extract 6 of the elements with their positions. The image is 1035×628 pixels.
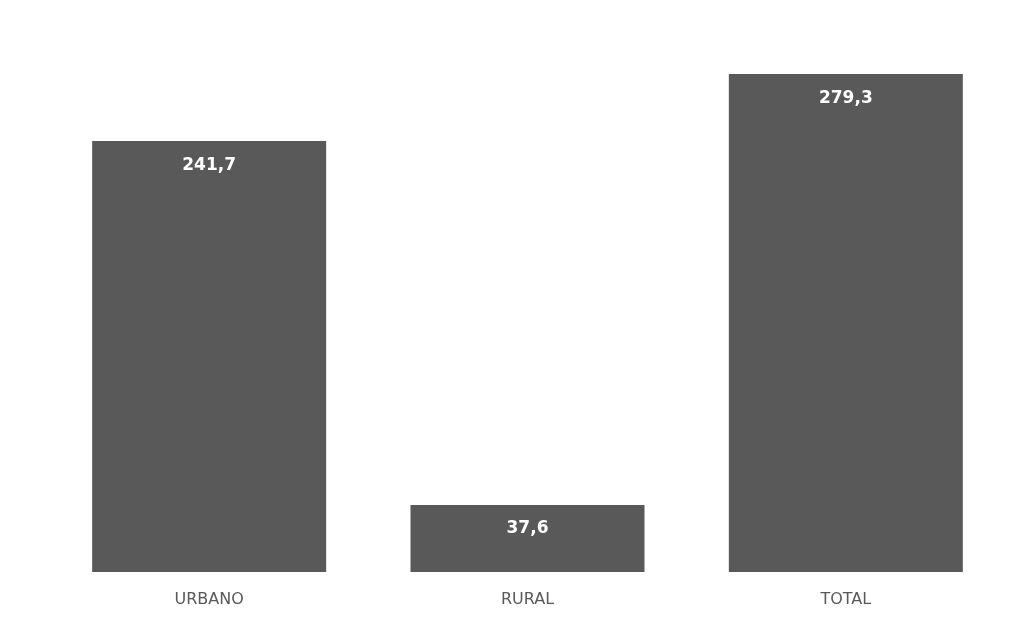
data-label: 37,6: [506, 517, 549, 538]
data-label: 241,7: [182, 153, 237, 174]
data-label: 279,3: [818, 86, 873, 107]
x-tick-label: RURAL: [500, 588, 555, 608]
x-tick-label: URBANO: [174, 588, 244, 608]
x-tick-label: TOTAL: [819, 588, 872, 608]
